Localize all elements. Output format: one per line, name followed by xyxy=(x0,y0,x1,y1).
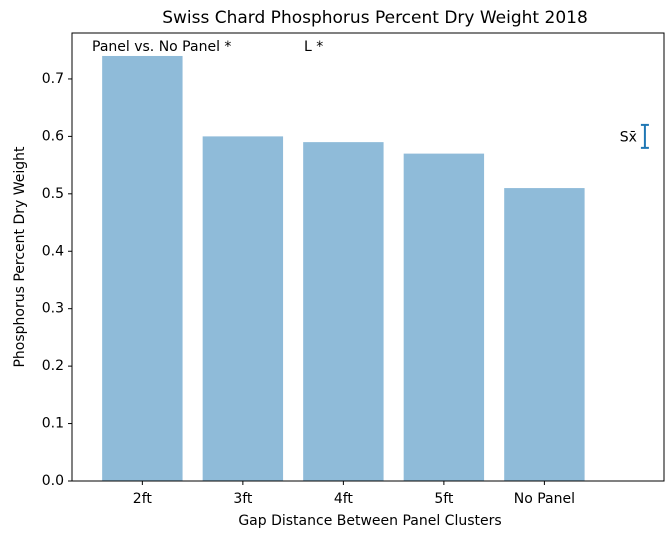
annotation: Panel vs. No Panel * xyxy=(92,39,231,55)
y-tick-label: 0.3 xyxy=(42,301,64,317)
y-tick-label: 0.6 xyxy=(42,128,64,144)
error-bar-label: Sx̄ xyxy=(620,129,637,145)
x-axis-label: Gap Distance Between Panel Clusters xyxy=(238,513,501,529)
y-tick-label: 0.4 xyxy=(42,243,64,259)
chart-title: Swiss Chard Phosphorus Percent Dry Weigh… xyxy=(162,8,588,28)
y-axis-label: Phosphorus Percent Dry Weight xyxy=(12,146,28,368)
y-tick-label: 0.1 xyxy=(42,416,64,432)
x-tick-label: 2ft xyxy=(133,491,153,507)
bar xyxy=(102,55,183,481)
x-tick-label: No Panel xyxy=(514,491,575,507)
bar xyxy=(303,142,384,481)
axes-frame xyxy=(71,32,665,482)
bar xyxy=(504,188,585,482)
x-tick-label: 5ft xyxy=(434,491,454,507)
bar xyxy=(403,153,485,481)
bar xyxy=(202,136,284,481)
y-tick-label: 0.5 xyxy=(42,186,64,202)
y-tick-label: 0.0 xyxy=(42,473,64,489)
x-tick-label: 3ft xyxy=(233,491,253,507)
y-tick-label: 0.2 xyxy=(42,358,64,374)
y-tick-label: 0.7 xyxy=(42,71,64,87)
annotation: L * xyxy=(304,39,323,55)
x-tick-label: 4ft xyxy=(334,491,354,507)
